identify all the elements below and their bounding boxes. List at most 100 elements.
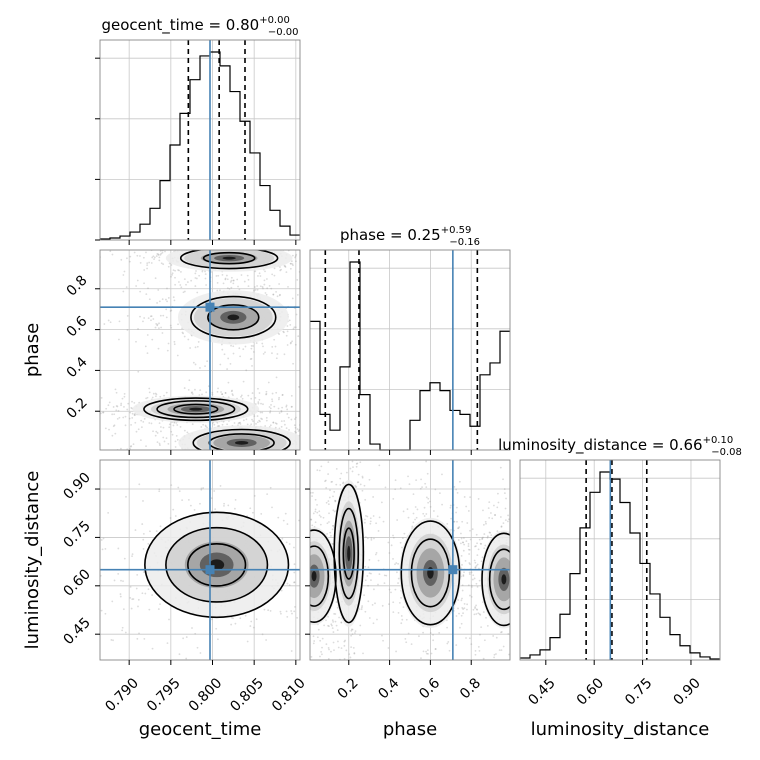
scatter-point (291, 405, 293, 408)
scatter-point (335, 445, 337, 447)
scatter-point (532, 554, 534, 556)
scatter-point (461, 597, 463, 600)
scatter-point (494, 514, 496, 516)
scatter-point (307, 276, 309, 278)
scatter-point (183, 240, 185, 242)
scatter-point (304, 590, 306, 592)
scatter-point (286, 592, 288, 594)
scatter-point (232, 345, 235, 348)
scatter-point (338, 451, 340, 453)
scatter-point (186, 431, 189, 434)
scatter-point (130, 607, 133, 610)
contour-line-1-0 (310, 529, 337, 623)
scatter-point (327, 615, 329, 618)
scatter-point (113, 424, 116, 427)
scatter-point (218, 243, 220, 245)
scatter-point (143, 417, 146, 420)
scatter-point (225, 246, 227, 248)
scatter-point (137, 454, 139, 456)
scatter-point (289, 546, 291, 548)
scatter-point (512, 546, 514, 548)
scatter-point (429, 505, 432, 508)
scatter-point (324, 479, 327, 482)
scatter-point (348, 653, 351, 655)
scatter-point (383, 574, 386, 577)
scatter-point (291, 618, 293, 620)
scatter-point (252, 345, 255, 347)
scatter-point (294, 430, 296, 433)
scatter-point (496, 506, 499, 509)
scatter-point (436, 515, 439, 518)
scatter-point (368, 617, 371, 619)
scatter-point (180, 452, 182, 454)
scatter-point (457, 683, 459, 685)
scatter-point (134, 421, 137, 424)
scatter-point (104, 246, 106, 248)
scatter-point (390, 591, 392, 594)
scatter-point (326, 532, 329, 535)
scatter-point (205, 466, 207, 468)
scatter-point (277, 456, 279, 458)
scatter-point (469, 496, 471, 499)
scatter-point (305, 605, 307, 607)
scatter-point (361, 489, 364, 492)
scatter-point (284, 512, 287, 515)
scatter-point (371, 662, 373, 664)
scatter-point (416, 508, 419, 511)
panel-title-phase: phase = 0.25+0.59 −0.16 (340, 225, 480, 248)
scatter-point (162, 314, 165, 317)
scatter-point (147, 588, 150, 591)
scatter-point (264, 425, 267, 427)
scatter-point (227, 453, 229, 455)
scatter-point (532, 560, 534, 562)
scatter-point (302, 600, 304, 602)
scatter-point (207, 454, 209, 456)
scatter-point (340, 621, 343, 624)
scatter-point (538, 591, 540, 593)
scatter-point (156, 323, 159, 326)
scatter-point (253, 415, 256, 418)
scatter-point (126, 257, 128, 260)
scatter-point (256, 415, 259, 417)
scatter-point (522, 588, 524, 590)
scatter-point (280, 268, 282, 271)
scatter-point (425, 486, 428, 489)
scatter-point (360, 608, 363, 611)
scatter-point (290, 405, 293, 408)
scatter-point (355, 431, 357, 433)
scatter-point (287, 416, 290, 419)
scatter-point (308, 604, 310, 606)
scatter-point (319, 515, 322, 518)
scatter-point (408, 483, 411, 486)
scatter-point (323, 677, 325, 679)
scatter-point (63, 397, 65, 399)
scatter-point (111, 600, 114, 603)
scatter-point (256, 421, 259, 424)
scatter-point (446, 642, 449, 645)
scatter-point (174, 276, 176, 279)
scatter-point (342, 405, 344, 407)
scatter-point (359, 461, 362, 464)
scatter-point (335, 483, 338, 486)
scatter-point (332, 495, 334, 498)
scatter-point (246, 640, 249, 643)
scatter-point (434, 648, 437, 651)
scatter-point (488, 531, 491, 534)
scatter-point (151, 256, 154, 259)
scatter-point (412, 512, 415, 515)
scatter-point (167, 342, 170, 345)
scatter-point (205, 284, 207, 286)
scatter-point (151, 594, 154, 596)
scatter-point (513, 536, 515, 538)
scatter-point (125, 286, 128, 289)
scatter-point (145, 445, 147, 448)
scatter-point (133, 402, 136, 404)
scatter-point (278, 412, 281, 414)
scatter-point (515, 590, 517, 592)
scatter-point (234, 622, 237, 625)
density-level-4 (347, 545, 351, 562)
scatter-point (181, 331, 184, 334)
scatter-point (321, 646, 323, 649)
scatter-point (104, 548, 107, 550)
scatter-point (294, 500, 296, 502)
